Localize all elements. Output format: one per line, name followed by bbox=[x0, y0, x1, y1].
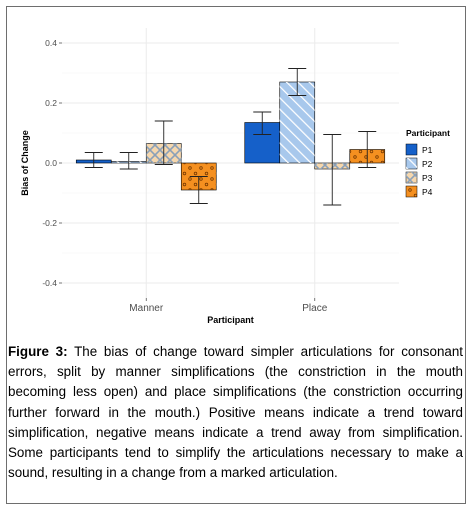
x-tick-label: Place bbox=[302, 303, 327, 314]
axes-group: -0.4 -0.2 0.0 0.2 0.4 Manner Place Participant B… bbox=[20, 38, 328, 325]
y-axis-title: Bias of Change bbox=[20, 130, 30, 196]
legend: Participant P1 P2 P3 P4 bbox=[405, 128, 450, 198]
legend-label: P3 bbox=[422, 173, 433, 183]
legend-swatch-pattern bbox=[406, 158, 417, 169]
legend-label: P1 bbox=[422, 145, 433, 155]
legend-swatch-pattern bbox=[406, 172, 417, 183]
y-tick-label: -0.4 bbox=[42, 278, 57, 288]
caption-label: Figure 3: bbox=[8, 344, 68, 359]
legend-swatch bbox=[405, 143, 418, 156]
y-tick-label: -0.2 bbox=[42, 218, 57, 228]
y-tick-label: 0.4 bbox=[45, 38, 57, 48]
legend-title: Participant bbox=[406, 128, 450, 138]
x-axis-title: Participant bbox=[207, 315, 254, 325]
bars-group bbox=[75, 68, 386, 206]
y-tick-label: 0.0 bbox=[45, 158, 57, 168]
caption-text: The bias of change toward simpler articu… bbox=[8, 344, 463, 481]
legend-label: P4 bbox=[422, 187, 433, 197]
x-tick-label: Manner bbox=[129, 303, 164, 314]
y-tick-label: 0.2 bbox=[45, 98, 57, 108]
legend-swatch-pattern bbox=[406, 186, 417, 197]
legend-label: P2 bbox=[422, 159, 433, 169]
figure-caption: Figure 3: The bias of change toward simp… bbox=[8, 342, 463, 483]
bar-chart: -0.4 -0.2 0.0 0.2 0.4 Manner Place Participant B… bbox=[20, 28, 450, 325]
